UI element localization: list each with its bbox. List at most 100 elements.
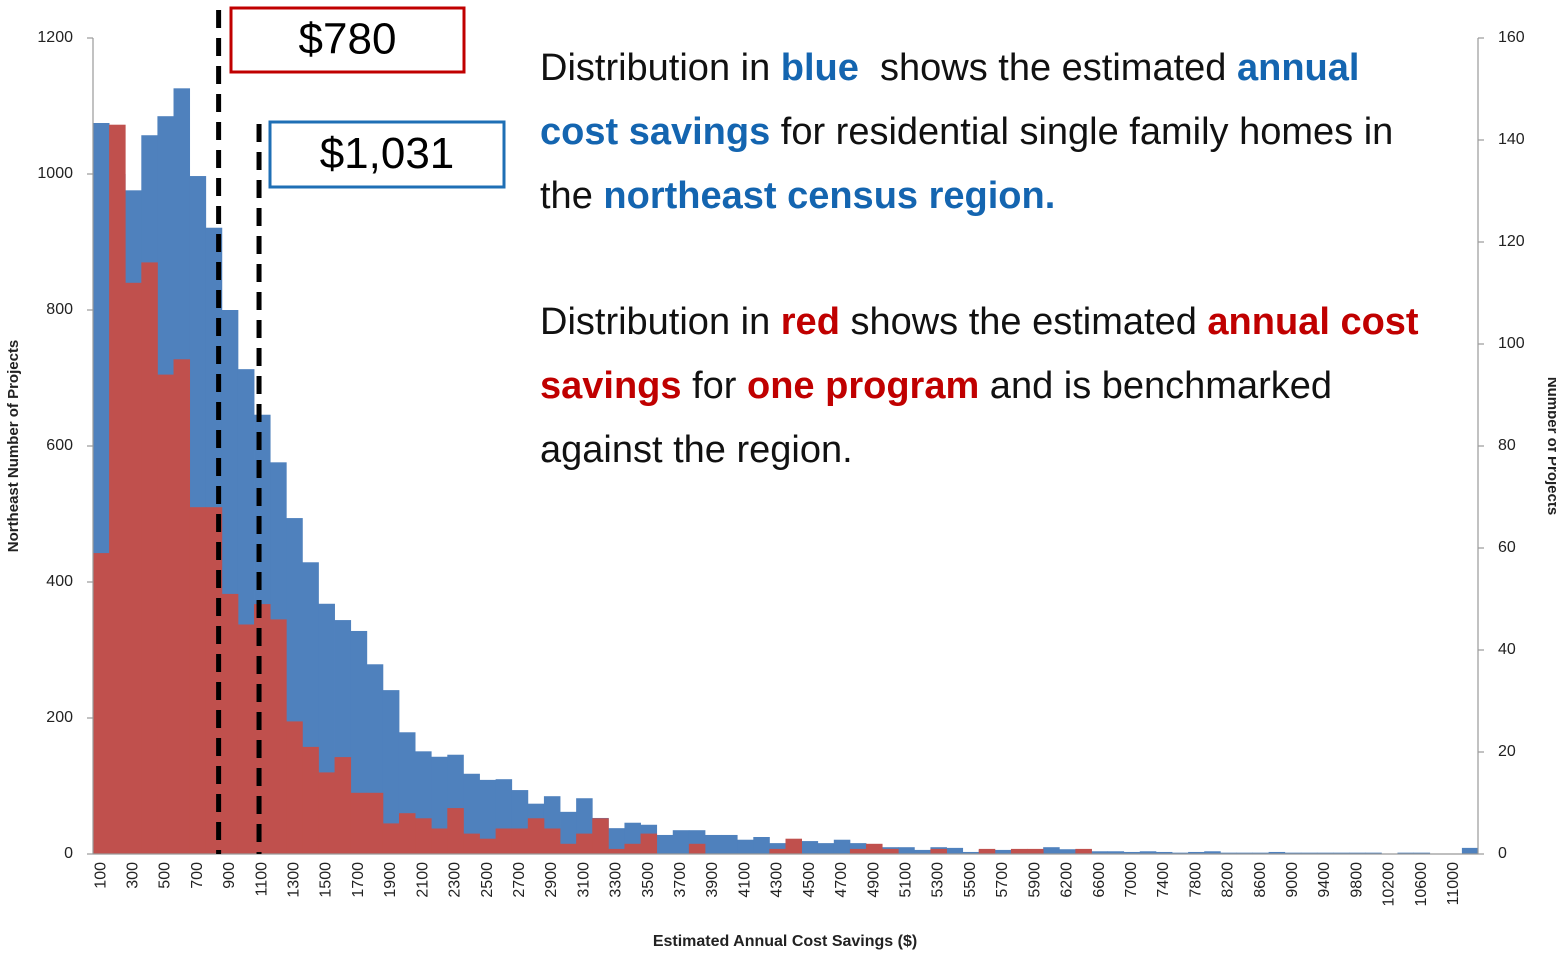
x-tick-label: 2700 (511, 862, 528, 898)
x-tick-label: 6600 (1091, 862, 1108, 898)
bar (286, 721, 303, 854)
bar (1268, 851, 1286, 854)
label-box (268, 120, 506, 189)
bar (270, 619, 287, 854)
bar (704, 834, 722, 854)
bar (1397, 852, 1414, 854)
bar (1413, 852, 1431, 854)
bar (849, 843, 867, 854)
bar (608, 828, 625, 854)
text-run: shows the estimated (839, 301, 1208, 343)
bar (302, 746, 319, 854)
y-tick-label: 600 (46, 437, 73, 454)
bar (318, 772, 335, 854)
bar (1155, 851, 1173, 854)
x-tick-label: 2500 (479, 862, 496, 898)
bar (688, 843, 706, 854)
text-run: Distribution in (540, 301, 781, 343)
bar (1316, 852, 1334, 854)
bar (415, 818, 432, 854)
bar (882, 848, 899, 854)
text-run: for residential single family homes in t… (540, 111, 1404, 217)
y2-tick-label: 120 (1498, 233, 1525, 250)
text-run: northeast census region. (603, 175, 1056, 217)
x-tick-label: 7800 (1187, 862, 1204, 898)
bar (1349, 852, 1366, 854)
bar (817, 843, 835, 854)
x-tick-label: 1300 (286, 862, 303, 898)
bar (930, 848, 947, 854)
bar (157, 374, 174, 854)
bar (769, 843, 786, 854)
bar (398, 813, 416, 854)
x-tick-label: 3500 (640, 862, 657, 898)
bar (833, 839, 851, 854)
text-run: annual cost savings (540, 301, 1430, 407)
x-tick-label: 2300 (447, 862, 464, 898)
bar (125, 282, 142, 854)
label-box (229, 6, 466, 74)
bar (769, 848, 786, 854)
bar (479, 838, 497, 854)
bar (608, 848, 625, 854)
bar (785, 838, 803, 854)
bar (1107, 851, 1125, 854)
bar (543, 828, 561, 854)
description: Distribution in blue shows the estimated… (540, 36, 1445, 544)
bar (898, 847, 915, 854)
bar (1010, 848, 1028, 854)
y-tick-label: 200 (46, 709, 73, 726)
x-tick-label: 7000 (1123, 862, 1140, 898)
x-tick-label: 2900 (543, 862, 560, 898)
x-tick-label: 100 (92, 862, 109, 889)
bar (1139, 851, 1157, 854)
bar (978, 848, 996, 854)
bar (1059, 849, 1076, 854)
x-tick-label: 11000 (1445, 862, 1462, 905)
bar (93, 553, 110, 854)
text-run: blue (780, 47, 859, 89)
bar (1220, 852, 1237, 854)
x-tick-label: 7400 (1155, 862, 1172, 898)
x-tick-label: 900 (221, 862, 238, 889)
x-tick-label: 500 (157, 862, 174, 889)
bar (382, 690, 400, 854)
bar (173, 359, 191, 854)
x-tick-label: 5100 (898, 862, 915, 898)
bar (141, 262, 158, 854)
bar (1027, 848, 1044, 854)
bar (640, 833, 658, 854)
paragraph: Distribution in blue shows the estimated… (540, 36, 1445, 228)
x-tick-label: 9400 (1316, 862, 1333, 898)
x-tick-label: 4500 (801, 862, 818, 898)
x-tick-label: 4700 (833, 862, 850, 898)
bar (1188, 851, 1205, 854)
x-tick-label: 8200 (1220, 862, 1237, 898)
bar (366, 792, 384, 854)
x-tick-label: 1900 (382, 862, 399, 898)
x-tick-label: 10200 (1381, 862, 1398, 907)
x-tick-label: 3900 (704, 862, 721, 898)
x-tick-label: 5900 (1026, 862, 1043, 898)
bar (624, 843, 641, 854)
bar (946, 847, 964, 854)
text-run: for (681, 365, 747, 407)
bar (1461, 847, 1479, 854)
x-tick-label: 3100 (575, 862, 592, 898)
paragraph: Distribution in red shows the estimated … (540, 290, 1445, 482)
bar (1252, 852, 1270, 854)
x-tick-label: 4100 (736, 862, 753, 898)
y2-axis-title: Number of Projects (1544, 377, 1556, 515)
y2-tick-label: 40 (1498, 641, 1516, 658)
x-tick-label: 10600 (1413, 862, 1430, 907)
annotation-label: $780 (299, 15, 397, 64)
annotation-label: $1,031 (320, 129, 455, 178)
bar (109, 124, 126, 854)
bar (1075, 848, 1092, 854)
x-tick-label: 700 (189, 862, 206, 889)
x-tick-label: 5500 (962, 862, 979, 898)
x-tick-label: 5700 (994, 862, 1011, 898)
bar (1043, 847, 1060, 854)
